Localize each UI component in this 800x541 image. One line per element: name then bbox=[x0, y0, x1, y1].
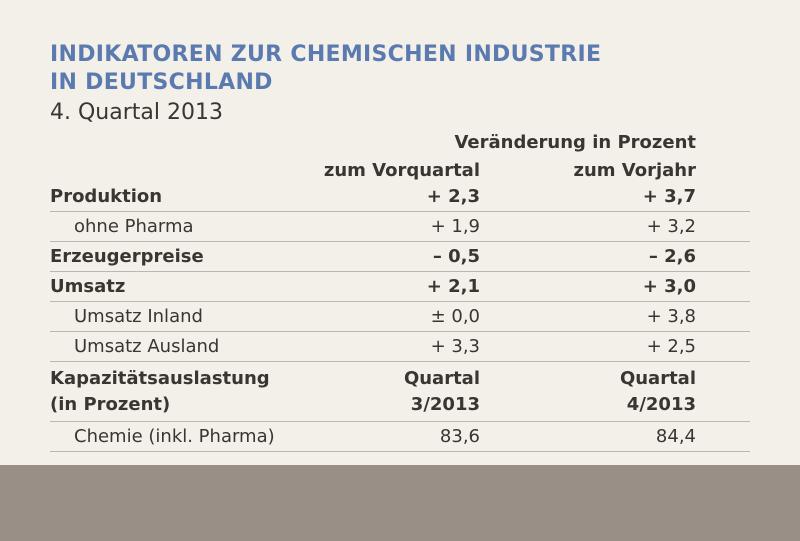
row-value-year: 84,4 bbox=[655, 426, 696, 447]
row-label: Erzeugerpreise bbox=[50, 246, 204, 267]
row-value-year: + 3,8 bbox=[646, 306, 696, 327]
table-row-erzeugerpreise: Erzeugerpreise – 0,5 – 2,6 bbox=[50, 242, 750, 272]
capacity-col-quarter-3: Quartal 3/2013 bbox=[404, 366, 480, 418]
page-title: INDIKATOREN ZUR CHEMISCHEN INDUSTRIE IN … bbox=[50, 41, 770, 97]
capacity-col-quarter-4: Quartal 4/2013 bbox=[620, 366, 696, 418]
table-row-chemie: Chemie (inkl. Pharma) 83,6 84,4 bbox=[50, 422, 750, 452]
table-row-umsatz-inland: Umsatz Inland ± 0,0 + 3,8 bbox=[50, 302, 750, 332]
capacity-label-line-1: Kapazitätsauslastung bbox=[50, 368, 270, 389]
row-label: ohne Pharma bbox=[74, 216, 194, 237]
table-row-kapazitaetsauslastung: Kapazitätsauslastung (in Prozent) Quarta… bbox=[50, 362, 750, 422]
capacity-col2-line-2: 4/2013 bbox=[626, 394, 696, 415]
title-line-2: IN DEUTSCHLAND bbox=[50, 70, 273, 95]
row-label: Umsatz Ausland bbox=[74, 336, 220, 357]
row-value-year: + 3,2 bbox=[646, 216, 696, 237]
row-value-quarter: + 2,3 bbox=[426, 186, 480, 207]
row-value-quarter: – 0,5 bbox=[432, 246, 480, 267]
capacity-label-line-2: (in Prozent) bbox=[50, 394, 171, 415]
row-value-year: + 3,0 bbox=[642, 276, 696, 297]
row-value-quarter: + 1,9 bbox=[430, 216, 480, 237]
row-value-year: + 2,5 bbox=[646, 336, 696, 357]
capacity-col2-line-1: Quartal bbox=[619, 368, 696, 389]
footer-band bbox=[0, 465, 800, 541]
header-vs-previous-year: zum Vorjahr bbox=[573, 160, 696, 181]
row-value-quarter: + 3,3 bbox=[430, 336, 480, 357]
table-row-umsatz: Umsatz + 2,1 + 3,0 bbox=[50, 272, 750, 302]
row-label: Chemie (inkl. Pharma) bbox=[74, 426, 275, 447]
row-value-quarter: + 2,1 bbox=[426, 276, 480, 297]
capacity-col1-line-1: Quartal bbox=[403, 368, 480, 389]
row-value-quarter: 83,6 bbox=[439, 426, 480, 447]
page-subtitle: 4. Quartal 2013 bbox=[50, 100, 223, 125]
indicator-table: Produktion + 2,3 + 3,7 ohne Pharma + 1,9… bbox=[50, 182, 750, 452]
row-label: Kapazitätsauslastung (in Prozent) bbox=[50, 366, 270, 418]
header-change-percent: Veränderung in Prozent bbox=[454, 132, 696, 153]
row-label: Umsatz bbox=[50, 276, 126, 297]
row-label: Produktion bbox=[50, 186, 163, 207]
title-line-1: INDIKATOREN ZUR CHEMISCHEN INDUSTRIE bbox=[50, 42, 602, 67]
table-row-produktion: Produktion + 2,3 + 3,7 bbox=[50, 182, 750, 212]
row-value-year: + 3,7 bbox=[642, 186, 696, 207]
table-row-umsatz-ausland: Umsatz Ausland + 3,3 + 2,5 bbox=[50, 332, 750, 362]
header-vs-previous-quarter: zum Vorquartal bbox=[323, 160, 480, 181]
row-label: Umsatz Inland bbox=[74, 306, 203, 327]
row-value-year: – 2,6 bbox=[648, 246, 696, 267]
row-value-quarter: ± 0,0 bbox=[430, 306, 480, 327]
capacity-col1-line-2: 3/2013 bbox=[410, 394, 480, 415]
table-row-ohne-pharma: ohne Pharma + 1,9 + 3,2 bbox=[50, 212, 750, 242]
